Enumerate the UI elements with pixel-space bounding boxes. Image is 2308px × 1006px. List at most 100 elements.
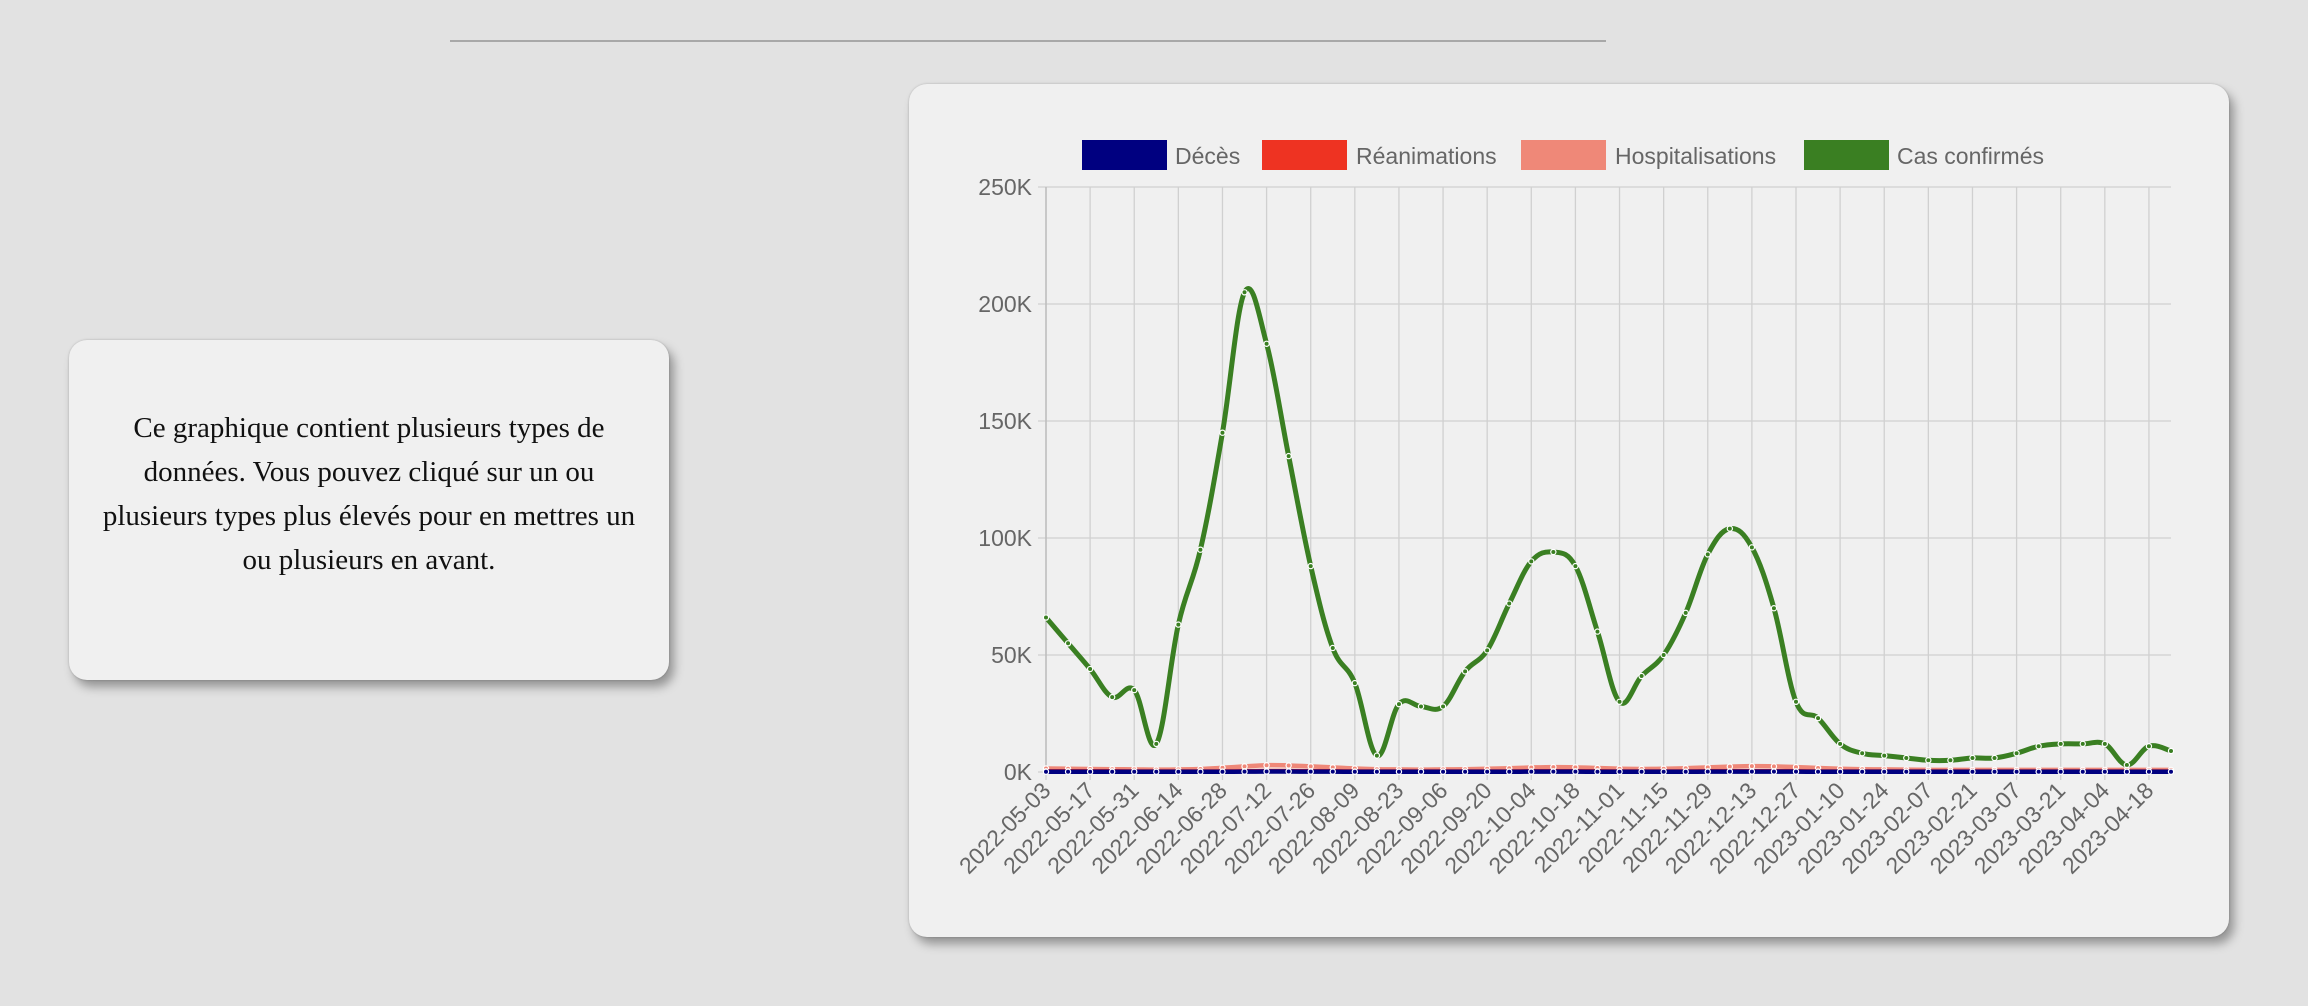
legend-label[interactable]: Réanimations (1356, 143, 1497, 169)
data-point[interactable] (2101, 740, 2109, 748)
legend-item-reanimations[interactable]: Réanimations (1262, 140, 1497, 170)
data-point[interactable] (1528, 768, 1535, 775)
data-point[interactable] (1528, 558, 1535, 565)
data-point[interactable] (2167, 768, 2175, 775)
data-point[interactable] (1329, 644, 1336, 652)
data-point[interactable] (2145, 768, 2153, 775)
data-point[interactable] (1638, 768, 1645, 775)
data-point[interactable] (2013, 750, 2020, 757)
data-point[interactable] (1858, 768, 1866, 775)
data-point[interactable] (1550, 768, 1557, 775)
legend-item-cas-confirmes[interactable]: Cas confirmés (1804, 140, 2044, 170)
data-point[interactable] (2013, 768, 2020, 775)
data-point[interactable] (1638, 672, 1645, 680)
data-point[interactable] (1770, 768, 1778, 775)
data-point[interactable] (1263, 768, 1270, 775)
data-point[interactable] (1792, 698, 1800, 706)
data-point[interactable] (1572, 562, 1579, 570)
data-point[interactable] (2101, 768, 2109, 775)
data-point[interactable] (1197, 546, 1204, 553)
data-point[interactable] (1836, 768, 1844, 775)
data-point[interactable] (1903, 768, 1910, 775)
data-point[interactable] (1704, 551, 1711, 558)
data-point[interactable] (1925, 768, 1932, 775)
data-point[interactable] (1461, 768, 1469, 775)
data-point[interactable] (1175, 621, 1182, 628)
data-point[interactable] (1351, 679, 1359, 687)
data-point[interactable] (1726, 525, 1734, 532)
data-point[interactable] (2167, 747, 2175, 755)
data-point[interactable] (1285, 762, 1292, 769)
data-point[interactable] (1660, 768, 1667, 775)
data-point[interactable] (1969, 768, 1976, 775)
data-point[interactable] (1704, 768, 1711, 775)
data-point[interactable] (1175, 768, 1182, 775)
data-point[interactable] (1439, 768, 1447, 775)
data-point[interactable] (1263, 340, 1270, 347)
data-point[interactable] (1969, 754, 1976, 762)
data-point[interactable] (1064, 768, 1072, 775)
data-point[interactable] (1108, 693, 1116, 701)
data-point[interactable] (1153, 768, 1160, 775)
data-point[interactable] (1285, 768, 1292, 775)
data-point[interactable] (2079, 740, 2086, 748)
data-point[interactable] (1748, 544, 1756, 551)
data-point[interactable] (1594, 628, 1601, 635)
data-point[interactable] (1682, 768, 1689, 775)
data-point[interactable] (1682, 609, 1689, 617)
data-point[interactable] (1748, 768, 1756, 775)
data-point[interactable] (1131, 686, 1138, 694)
data-point[interactable] (1858, 750, 1866, 757)
data-point[interactable] (2123, 768, 2131, 775)
data-point[interactable] (2035, 768, 2042, 775)
data-point[interactable] (1947, 768, 1954, 775)
data-point[interactable] (1086, 665, 1094, 673)
data-point[interactable] (1395, 700, 1403, 708)
data-point[interactable] (2057, 740, 2064, 748)
data-point[interactable] (1439, 703, 1447, 710)
legend-swatch[interactable] (1521, 140, 1606, 170)
legend-swatch[interactable] (1804, 140, 1889, 170)
data-point[interactable] (2035, 743, 2042, 750)
data-point[interactable] (1881, 768, 1888, 775)
data-point[interactable] (1616, 768, 1623, 775)
data-point[interactable] (1086, 768, 1094, 775)
data-point[interactable] (1814, 768, 1822, 775)
data-point[interactable] (1417, 768, 1425, 775)
series-deces[interactable] (1042, 768, 2175, 775)
legend-label[interactable]: Cas confirmés (1897, 143, 2044, 169)
data-point[interactable] (1991, 754, 1998, 762)
data-point[interactable] (1483, 768, 1491, 775)
data-point[interactable] (1770, 605, 1778, 612)
data-point[interactable] (1881, 752, 1888, 759)
legend-swatch[interactable] (1082, 140, 1167, 170)
data-point[interactable] (1241, 289, 1248, 296)
data-point[interactable] (1594, 768, 1601, 775)
data-point[interactable] (1064, 640, 1072, 647)
data-point[interactable] (1925, 757, 1932, 764)
data-point[interactable] (2079, 768, 2086, 775)
data-point[interactable] (1660, 651, 1667, 659)
series-line-cas-confirmes[interactable] (1043, 286, 2174, 768)
data-point[interactable] (1572, 768, 1579, 775)
data-point[interactable] (1307, 768, 1314, 775)
data-point[interactable] (1550, 548, 1557, 556)
data-point[interactable] (1483, 647, 1491, 654)
data-point[interactable] (1506, 600, 1513, 607)
data-point[interactable] (1108, 768, 1116, 775)
data-point[interactable] (1263, 762, 1270, 769)
legend-label[interactable]: Hospitalisations (1615, 143, 1776, 169)
data-point[interactable] (1903, 754, 1910, 762)
data-point[interactable] (1241, 768, 1248, 775)
legend-swatch[interactable] (1262, 140, 1347, 170)
data-point[interactable] (1373, 768, 1381, 775)
data-point[interactable] (1042, 614, 1050, 621)
data-point[interactable] (1726, 768, 1734, 775)
data-point[interactable] (2057, 768, 2064, 775)
data-point[interactable] (1395, 768, 1403, 775)
data-point[interactable] (1814, 714, 1822, 722)
data-point[interactable] (2145, 743, 2153, 750)
data-point[interactable] (1836, 740, 1844, 748)
data-point[interactable] (1307, 562, 1314, 570)
data-point[interactable] (1616, 698, 1623, 706)
